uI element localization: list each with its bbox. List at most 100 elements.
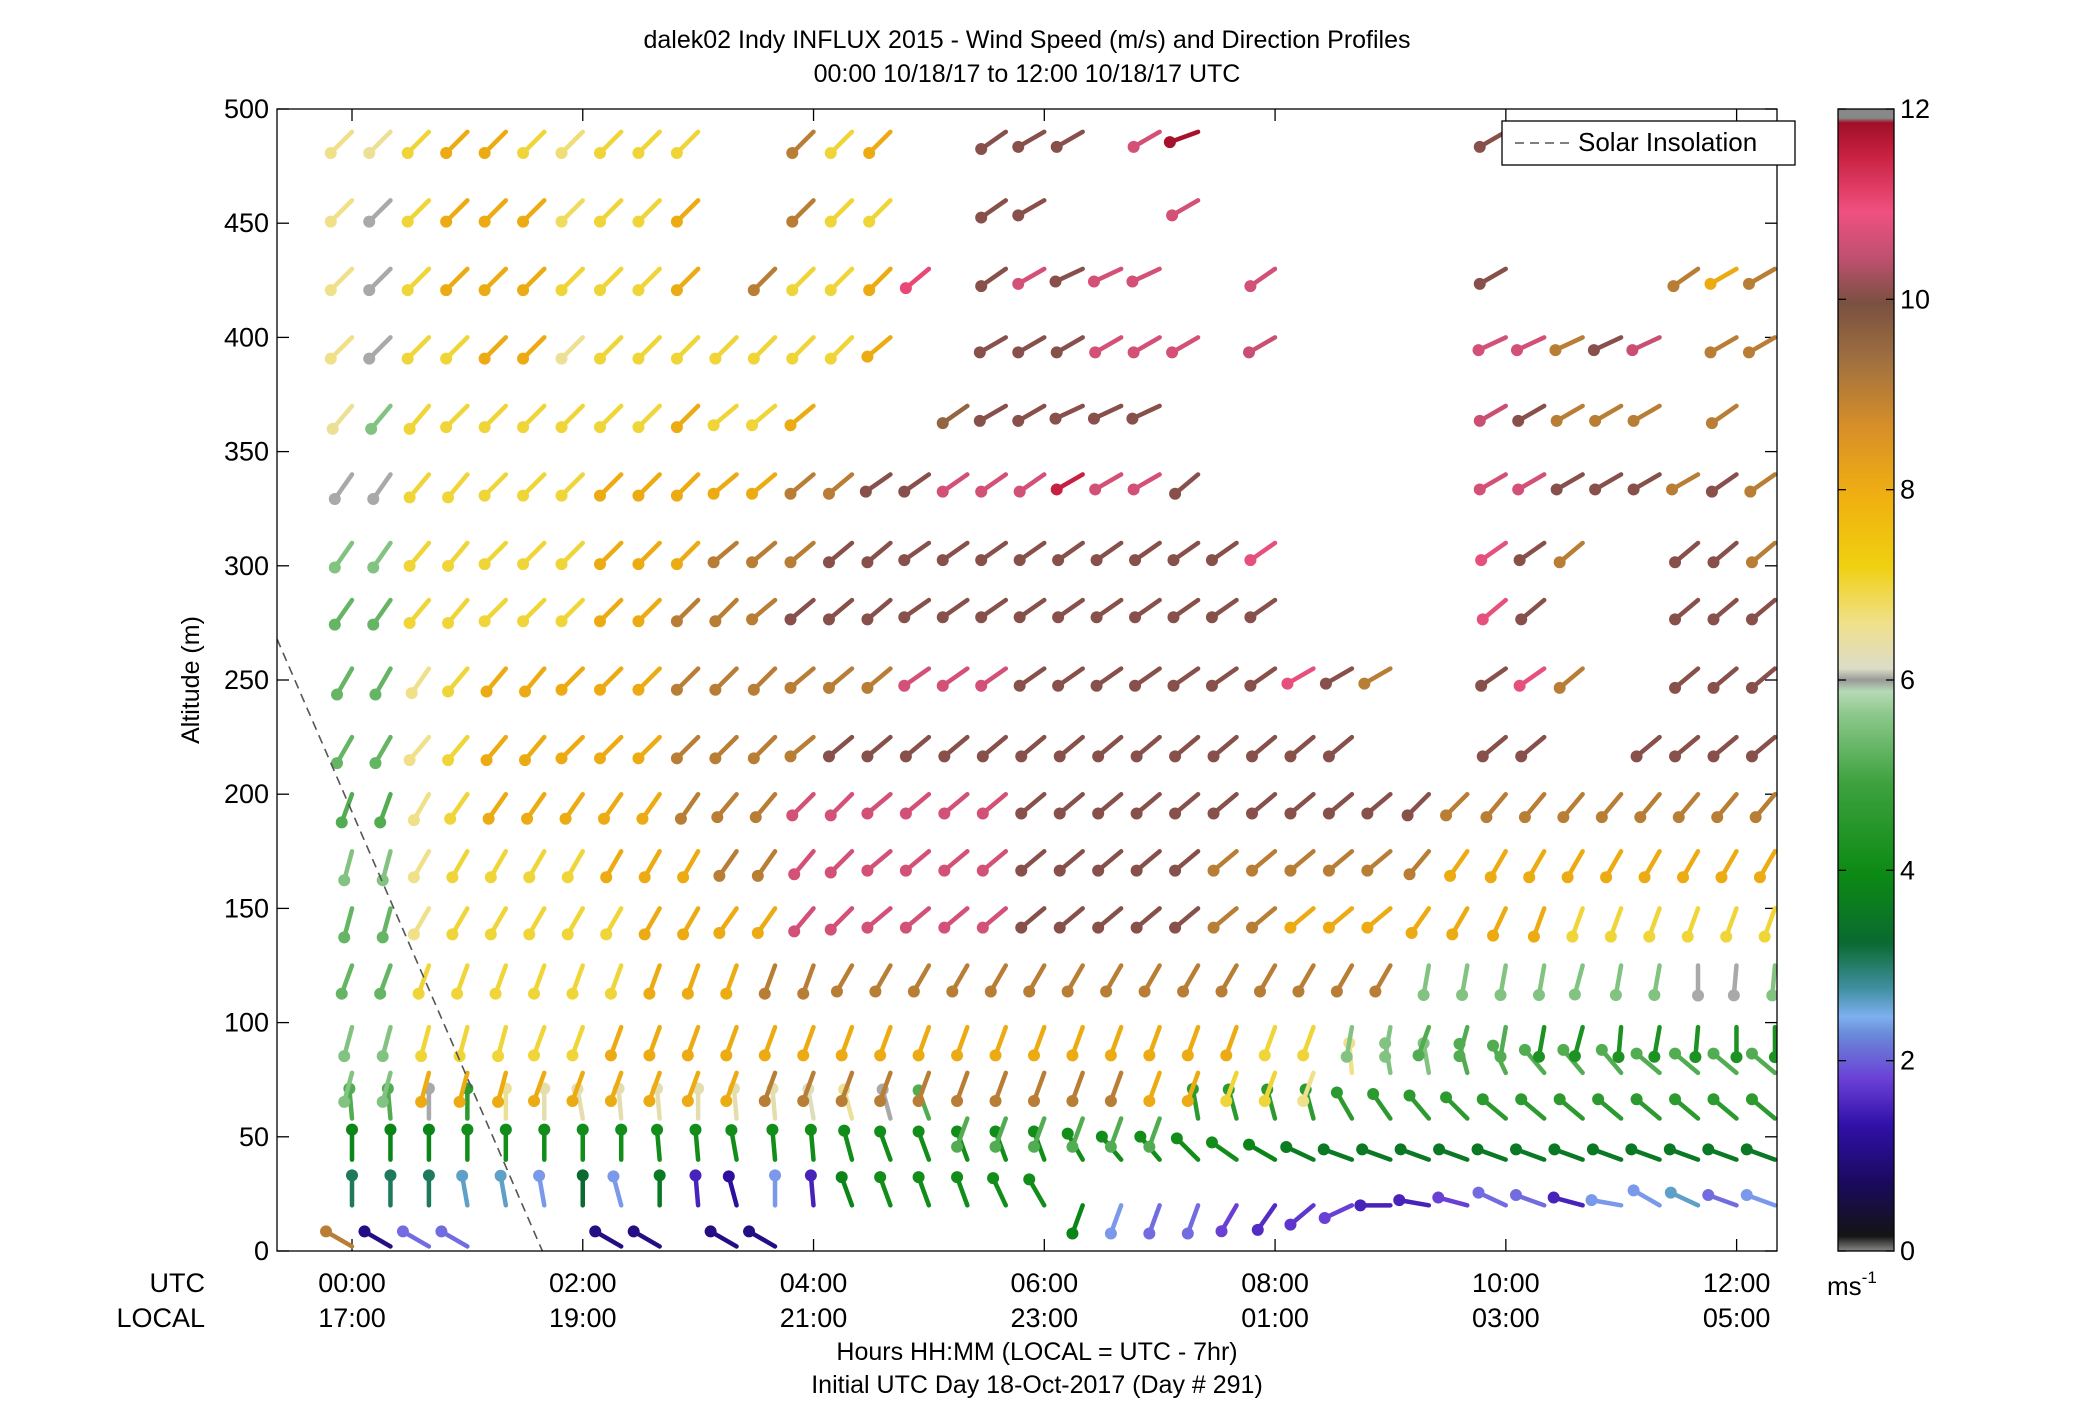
wind-barb-head (478, 421, 491, 434)
wind-barb-head (401, 284, 414, 297)
wind-barb-head (442, 559, 455, 572)
wind-barb (1130, 734, 1162, 763)
wind-barb-head (1740, 1189, 1753, 1202)
wind-barb-head (338, 931, 351, 944)
wind-barb (1015, 849, 1047, 877)
wind-barb (1284, 791, 1316, 820)
wind-barb (1604, 906, 1624, 943)
wind-barb (422, 1123, 435, 1162)
wind-barb-head (1358, 677, 1371, 690)
wind-barb-head (1518, 811, 1531, 824)
wind-barb (1129, 597, 1162, 624)
wind-barb (1090, 666, 1124, 692)
wind-barb-head (984, 985, 997, 998)
wind-barb (632, 266, 662, 297)
wind-barb (1509, 1143, 1547, 1162)
wind-barb (747, 335, 778, 365)
wind-barb-head (1251, 1223, 1264, 1236)
wind-barb (528, 963, 547, 1000)
wind-barb (951, 1024, 970, 1062)
wind-barb (758, 1070, 778, 1108)
y-tick-label: 0 (254, 1236, 269, 1266)
wind-barb (689, 1123, 702, 1162)
wind-barb-head (973, 414, 986, 427)
wind-barb (1753, 849, 1777, 884)
wind-barb-head (1509, 1189, 1522, 1202)
wind-barb (784, 472, 816, 500)
wind-barb-head (555, 489, 568, 502)
wind-barb-head (786, 809, 799, 822)
wind-barb (401, 266, 432, 297)
wind-barb-head (670, 752, 683, 765)
wind-barb (824, 906, 855, 936)
wind-barb (1361, 906, 1393, 934)
wind-barb-head (907, 985, 920, 998)
colorbar-tick-label: 0 (1900, 1236, 1915, 1266)
wind-barb-head (632, 615, 645, 628)
wind-barb (338, 1070, 355, 1108)
wind-barb (1297, 1070, 1316, 1108)
wind-barb-head (989, 1095, 1002, 1108)
wind-barb (478, 198, 509, 228)
wind-barb (1512, 403, 1547, 427)
wind-barb (987, 1172, 1009, 1208)
wind-barb-head (555, 215, 568, 228)
wind-barb (912, 1024, 932, 1062)
wind-barb-head (1089, 483, 1102, 496)
wind-barb (1258, 1070, 1278, 1108)
wind-barb (331, 666, 355, 701)
wind-barb-head (975, 679, 988, 692)
wind-barb (1104, 1024, 1124, 1062)
wind-barb (1023, 1173, 1047, 1208)
wind-barb (1702, 1143, 1739, 1162)
wind-barb-head (328, 618, 341, 631)
wind-barb (1440, 791, 1470, 822)
wind-barb-head (898, 611, 911, 624)
wind-barb-head (1013, 554, 1026, 567)
colorbar: 0 2 4 6 8 10 12 ms-1 (1827, 94, 1930, 1301)
wind-barb-head (722, 1170, 735, 1183)
wind-barb-head (1753, 871, 1766, 884)
wind-barb-head (1129, 611, 1142, 624)
wind-barb-head (403, 754, 416, 767)
wind-barb-head (1052, 554, 1065, 567)
wind-barb (517, 403, 547, 434)
wind-barb (975, 597, 1009, 624)
wind-barb (1061, 963, 1085, 998)
wind-barb-head (1138, 985, 1151, 998)
wind-barb (1049, 266, 1085, 288)
wind-barb-head (899, 282, 912, 295)
wind-barb (1600, 849, 1624, 884)
wind-barb-head (1207, 750, 1220, 763)
wind-barb (1243, 1138, 1278, 1162)
wind-barb (973, 403, 1009, 427)
wind-barb-head (869, 985, 882, 998)
wind-barb (484, 849, 509, 884)
wind-barb-head (804, 1123, 817, 1136)
wind-barb-head (1561, 871, 1574, 884)
wind-barb-head (1127, 483, 1140, 496)
wind-barb-head (338, 1095, 351, 1108)
wind-barb (681, 963, 701, 1000)
wind-barb (1104, 1203, 1124, 1240)
wind-barb-head (1512, 483, 1525, 496)
wind-barb (1669, 597, 1701, 626)
wind-barb (1012, 198, 1047, 222)
wind-barb (1169, 734, 1201, 763)
wind-barb (989, 1116, 1009, 1153)
chart-subtitle: 00:00 10/18/17 to 12:00 10/18/17 UTC (814, 60, 1241, 88)
colorbar-tick-label: 6 (1900, 665, 1915, 695)
wind-barb (725, 1124, 739, 1162)
wind-barb (478, 472, 509, 502)
wind-barb-head (1049, 412, 1062, 425)
y-tick-label: 250 (224, 665, 269, 695)
wind-barb (784, 597, 816, 626)
wind-barb (1568, 963, 1585, 1001)
wind-barb-head (786, 147, 799, 160)
wind-barb (401, 129, 432, 160)
wind-barb (632, 597, 662, 628)
wind-barb (824, 266, 855, 297)
wind-barb (1648, 963, 1662, 1002)
wind-barb-head (1677, 871, 1690, 884)
y-tick-label: 400 (224, 322, 269, 352)
